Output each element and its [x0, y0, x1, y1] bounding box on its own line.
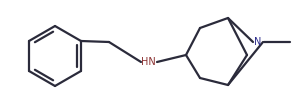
Text: N: N: [254, 37, 262, 47]
Text: HN: HN: [141, 57, 155, 67]
